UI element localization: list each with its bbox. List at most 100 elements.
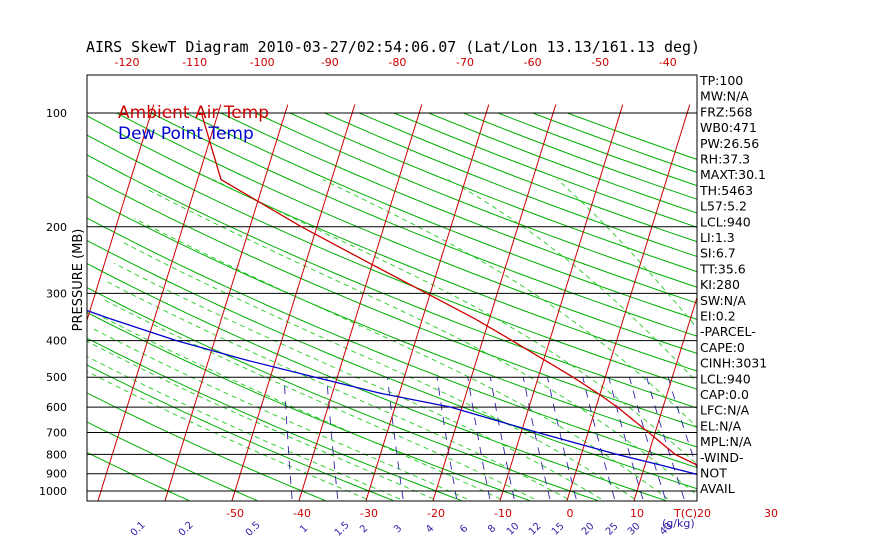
stat-item: -WIND-: [700, 450, 744, 465]
dry-adiabat-line: [463, 112, 697, 200]
dry-adiabat-line: [220, 112, 697, 304]
top-temp-tick-label: -50: [591, 56, 609, 69]
mixing-ratio-label: 15: [550, 521, 567, 538]
mixing-ratio-label: 1: [298, 523, 310, 535]
dry-adiabat-line: [87, 451, 190, 501]
dry-adiabat-line: [254, 112, 697, 288]
chart-title: AIRS SkewT Diagram 2010-03-27/02:54:06.0…: [86, 38, 700, 56]
y-axis-label: PRESSURE (MB): [71, 229, 86, 332]
stat-item: -PARCEL-: [700, 324, 756, 339]
mixing-ratio-line: [646, 377, 685, 500]
isotherm-line: [0, 105, 20, 501]
pressure-tick-label: 300: [46, 287, 67, 300]
moist-adiabat-line: [87, 340, 434, 500]
mixing-ratio-line: [768, 377, 817, 499]
moist-adiabat-line: [91, 327, 468, 500]
dry-adiabat-line: [428, 112, 697, 214]
stat-item: AVAIL: [700, 481, 735, 496]
moist-adiabat-line: [107, 281, 568, 500]
bottom-temp-tick-label: -10: [494, 507, 512, 520]
mixing-ratio-label: 8: [486, 523, 498, 535]
top-temp-tick-label: -60: [524, 56, 542, 69]
stat-item: EL:N/A: [700, 418, 742, 433]
stat-item: SI:6.7: [700, 246, 736, 261]
stat-item: RH:37.3: [700, 152, 750, 167]
stat-item: MPL:N/A: [700, 434, 752, 449]
isotherm-line: [768, 105, 870, 501]
mixing-ratio-label: 0.5: [244, 520, 263, 539]
dry-adiabat-line: [87, 392, 326, 501]
moist-adiabat-line: [96, 313, 501, 500]
stat-item: MW:N/A: [700, 89, 749, 104]
moist-adiabat-line: [101, 298, 535, 500]
stat-item: MAXT:30.1: [700, 167, 766, 182]
mixing-ratio-label: 20: [580, 521, 597, 538]
mixing-ratio-line: [326, 377, 339, 500]
dry-adiabat-line: [87, 217, 697, 469]
mixing-ratio-label: 3: [392, 523, 404, 535]
stat-item: LCL:940: [700, 371, 751, 386]
pressure-tick-label: 900: [46, 468, 67, 481]
bottom-temp-tick-label: 30: [764, 507, 778, 520]
dry-adiabat-line: [324, 112, 697, 258]
legend-ambient-air-temp: Ambient Air Temp: [118, 103, 269, 123]
mixing-ratio-label: 0.1: [129, 520, 148, 539]
moist-adiabat-line: [87, 370, 367, 500]
dry-adiabat-line: [150, 112, 697, 337]
isotherm-line: [231, 104, 356, 501]
legend-dew-point-temp: Dew Point Temp: [118, 124, 254, 144]
mixing-ratio-line: [522, 377, 551, 500]
mixing-ratio-label: 2: [358, 523, 370, 535]
mixing-ratio-line: [667, 377, 697, 470]
stat-item: TH:5463: [699, 183, 753, 198]
mixing-ratio-line: [436, 377, 458, 500]
mixing-ratio-label: 6: [458, 523, 470, 535]
pressure-tick-label: 400: [46, 335, 67, 348]
pressure-tick-label: 600: [46, 401, 67, 414]
stat-item: WB0:471: [700, 120, 757, 135]
pressure-tick-label: 200: [46, 221, 67, 234]
mixing-ratio-line: [547, 377, 577, 500]
bottom-temp-tick-label: -50: [226, 507, 244, 520]
stat-item: EI:0.2: [700, 309, 736, 324]
pressure-tick-label: 800: [46, 448, 67, 461]
isotherm-line: [87, 104, 155, 322]
isotherm-line: [298, 104, 423, 501]
data-series: [87, 112, 697, 476]
top-temp-tick-label: -40: [659, 56, 677, 69]
isotherm-line: [365, 104, 490, 501]
moist-adiabat-line: [122, 242, 635, 500]
bottom-temp-tick-label: 10: [630, 507, 644, 520]
stat-item: TT:35.6: [699, 261, 746, 276]
stat-item: L57:5.2: [700, 199, 747, 214]
bottom-temp-tick-label: 0: [567, 507, 574, 520]
top-temp-tick-label: -110: [182, 56, 207, 69]
top-temp-tick-label: -120: [115, 56, 140, 69]
isotherm-line: [432, 104, 557, 501]
isotherm-line: [633, 295, 697, 501]
temp-unit-label: T(C): [673, 507, 697, 520]
top-temp-tick-label: -100: [250, 56, 275, 69]
ambient-air-temp-line: [200, 112, 697, 467]
bottom-temp-tick-label: -40: [293, 507, 311, 520]
stat-item: TP:100: [699, 73, 743, 88]
stat-item: SW:N/A: [700, 293, 746, 308]
moist-adiabat-line: [114, 263, 602, 500]
isotherm-line: [164, 104, 289, 501]
bottom-temp-tick-label: 20: [697, 507, 711, 520]
dry-adiabat-line: [87, 154, 697, 409]
mixing-ratio-line: [467, 377, 491, 500]
mixing-ratio-line: [608, 377, 644, 500]
dry-adiabat-line: [289, 112, 697, 273]
mixing-ratio-line: [283, 377, 293, 500]
stats-panel: TP:100MW:N/AFRZ:568WB0:471PW:26.56RH:37.…: [699, 73, 767, 496]
pressure-tick-label: 1000: [39, 485, 67, 498]
stat-item: LCL:940: [700, 214, 751, 229]
top-temp-tick-label: -90: [321, 56, 339, 69]
dry-adiabat-line: [87, 115, 697, 372]
dry-adiabat-line: [87, 174, 697, 428]
pressure-tick-label: 700: [46, 426, 67, 439]
dry-adiabat-line: [87, 195, 697, 448]
